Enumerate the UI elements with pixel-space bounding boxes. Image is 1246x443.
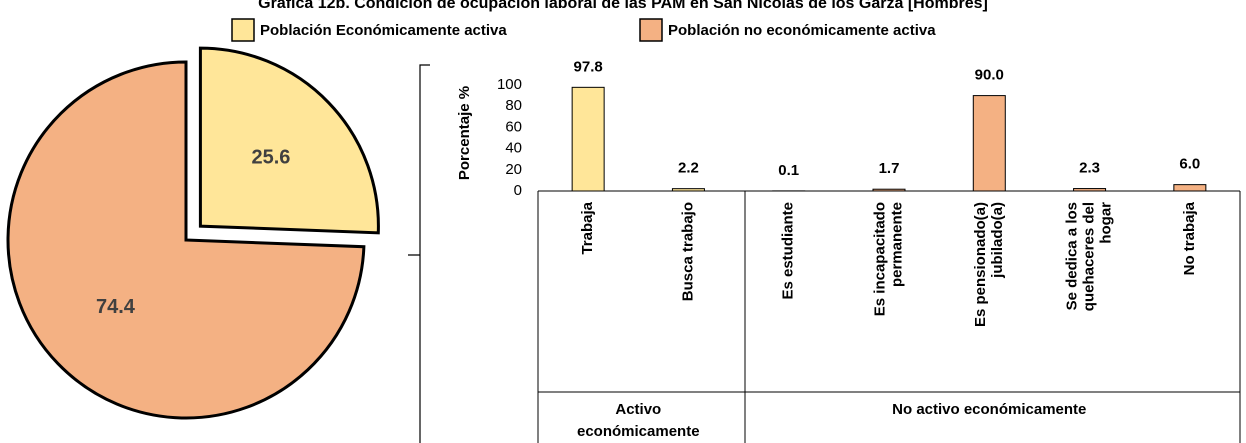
y-tick-label: 40 (505, 140, 522, 157)
legend-label: Población no económicamente activa (668, 22, 936, 39)
y-axis-label: Porcentaje % (456, 86, 473, 180)
x-tick-label: hogar (1098, 202, 1115, 244)
legend-swatch (639, 18, 663, 42)
x-tick-label: quehaceres del (1081, 202, 1098, 311)
bar (1173, 184, 1207, 192)
legend-swatch (231, 18, 255, 42)
y-tick-label: 0 (514, 182, 522, 199)
x-tick-label: Es pensionado(a) (972, 202, 989, 327)
value-label: 6.0 (1179, 156, 1200, 173)
bar (671, 188, 705, 192)
value-label: 90.0 (975, 67, 1004, 84)
bar (972, 95, 1006, 192)
y-tick-label: 60 (505, 118, 522, 135)
bar (1073, 188, 1107, 192)
legend-label: Población Económicamente activa (260, 22, 507, 39)
x-tick-label: Es incapacitado (871, 202, 888, 316)
y-tick-label: 20 (505, 161, 522, 178)
x-tick-label: Es estudiante (780, 202, 797, 300)
x-tick-label: No trabaja (1181, 201, 1198, 275)
pie-label: 25.6 (251, 146, 290, 168)
value-label: 2.3 (1079, 160, 1100, 177)
pie-slice (198, 46, 380, 235)
y-tick-label: 80 (505, 97, 522, 114)
pie-label: 74.4 (96, 296, 136, 318)
x-tick-label: Trabaja (579, 201, 596, 254)
x-tick-label: Busca trabajo (679, 202, 696, 301)
value-label: 97.8 (574, 58, 603, 75)
group-label: No activo económicamente (892, 401, 1086, 418)
group-label: económicamente (577, 423, 700, 440)
x-tick-label: Se dedica a los (1064, 202, 1081, 310)
chart-title: Gráfica 12b. Condición de ocupación labo… (258, 0, 988, 12)
bar (571, 86, 605, 192)
value-label: 0.1 (778, 162, 799, 179)
value-label: 2.2 (678, 160, 699, 177)
pie-slice (6, 60, 366, 420)
x-tick-label: jubilado(a) (989, 202, 1006, 279)
group-label: Activo (615, 401, 661, 418)
y-tick-label: 100 (497, 76, 522, 93)
value-label: 1.7 (879, 160, 900, 177)
bar (872, 188, 906, 192)
bracket (408, 64, 430, 443)
x-tick-label: permanente (888, 202, 905, 287)
